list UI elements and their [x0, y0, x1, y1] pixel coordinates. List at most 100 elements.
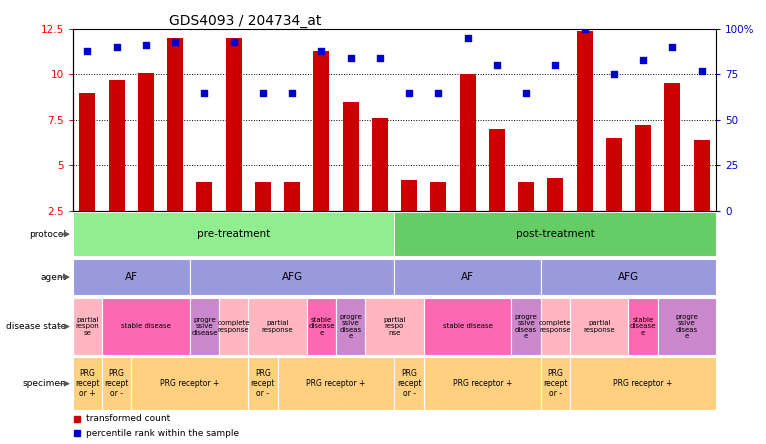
- Bar: [342, 102, 358, 211]
- Bar: [109, 80, 125, 211]
- Text: stable
disease
e: stable disease e: [630, 317, 656, 336]
- Bar: [102, 298, 190, 355]
- Point: [286, 89, 298, 96]
- Text: stable disease: stable disease: [121, 324, 171, 329]
- Bar: [664, 83, 680, 211]
- Bar: [167, 38, 183, 211]
- Text: agent: agent: [40, 273, 67, 281]
- Point: [374, 55, 386, 62]
- Bar: [460, 74, 476, 211]
- Text: pre-treatment: pre-treatment: [197, 229, 270, 239]
- Bar: [219, 298, 248, 355]
- Bar: [284, 182, 300, 211]
- Text: AF: AF: [125, 272, 138, 282]
- Text: PRG receptor +: PRG receptor +: [614, 379, 673, 388]
- Point: [198, 89, 211, 96]
- Point: [139, 42, 152, 49]
- Point: [549, 62, 561, 69]
- Point: [257, 89, 269, 96]
- Bar: [73, 212, 394, 256]
- Text: transformed count: transformed count: [86, 414, 170, 424]
- Point: [169, 38, 182, 45]
- Bar: [541, 357, 570, 410]
- Point: [637, 56, 650, 63]
- Bar: [196, 182, 212, 211]
- Text: stable
disease
e: stable disease e: [308, 317, 335, 336]
- Text: specimen: specimen: [22, 379, 67, 388]
- Text: progre
ssive
disease: progre ssive disease: [192, 317, 218, 336]
- Text: AFG: AFG: [282, 272, 303, 282]
- Bar: [248, 357, 277, 410]
- Text: disease state: disease state: [6, 322, 67, 331]
- Text: post-treatment: post-treatment: [516, 229, 594, 239]
- Text: percentile rank within the sample: percentile rank within the sample: [86, 429, 239, 438]
- Bar: [313, 51, 329, 211]
- Text: PRG
recept
or -: PRG recept or -: [104, 369, 129, 398]
- Bar: [518, 182, 534, 211]
- Point: [432, 89, 444, 96]
- Bar: [606, 138, 622, 211]
- Bar: [693, 140, 709, 211]
- Text: progre
ssive
diseas
e: progre ssive diseas e: [339, 314, 362, 339]
- Bar: [190, 298, 219, 355]
- Text: stable disease: stable disease: [443, 324, 493, 329]
- Point: [578, 25, 591, 32]
- Bar: [102, 357, 131, 410]
- Text: PRG receptor +: PRG receptor +: [306, 379, 365, 388]
- Text: PRG
recept
or -: PRG recept or -: [250, 369, 275, 398]
- Bar: [541, 298, 570, 355]
- Point: [403, 89, 415, 96]
- Bar: [424, 298, 512, 355]
- Bar: [277, 357, 394, 410]
- Point: [461, 34, 473, 41]
- Text: complete
response: complete response: [218, 320, 250, 333]
- Text: GDS4093 / 204734_at: GDS4093 / 204734_at: [169, 14, 322, 28]
- Text: PRG receptor +: PRG receptor +: [453, 379, 512, 388]
- Text: protocol: protocol: [29, 230, 67, 239]
- Bar: [401, 180, 417, 211]
- Text: PRG
recept
or -: PRG recept or -: [543, 369, 568, 398]
- Bar: [570, 298, 628, 355]
- Bar: [577, 31, 593, 211]
- Bar: [430, 182, 447, 211]
- Bar: [73, 259, 190, 295]
- Bar: [73, 298, 102, 355]
- Text: partial
response: partial response: [584, 320, 615, 333]
- Bar: [635, 125, 651, 211]
- Point: [607, 71, 620, 78]
- Bar: [225, 38, 241, 211]
- Point: [110, 44, 123, 51]
- Bar: [336, 298, 365, 355]
- Point: [666, 44, 679, 51]
- Text: AF: AF: [461, 272, 474, 282]
- Point: [228, 38, 240, 45]
- Text: PRG
recept
or +: PRG recept or +: [75, 369, 100, 398]
- Text: partial
response: partial response: [262, 320, 293, 333]
- Bar: [424, 357, 541, 410]
- Bar: [73, 357, 102, 410]
- Text: progre
ssive
diseas
e: progre ssive diseas e: [676, 314, 699, 339]
- Bar: [541, 259, 716, 295]
- Text: progre
ssive
diseas
e: progre ssive diseas e: [515, 314, 538, 339]
- Bar: [658, 298, 716, 355]
- Bar: [394, 259, 541, 295]
- Text: partial
respo
nse: partial respo nse: [383, 317, 406, 336]
- Bar: [547, 178, 564, 211]
- Bar: [489, 129, 505, 211]
- Text: PRG
recept
or -: PRG recept or -: [397, 369, 421, 398]
- Text: PRG receptor +: PRG receptor +: [160, 379, 219, 388]
- Text: AFG: AFG: [618, 272, 639, 282]
- Bar: [394, 212, 716, 256]
- Bar: [248, 298, 306, 355]
- Bar: [138, 72, 154, 211]
- Bar: [306, 298, 336, 355]
- Bar: [365, 298, 424, 355]
- Point: [81, 47, 93, 54]
- Point: [520, 89, 532, 96]
- Point: [316, 47, 328, 54]
- Bar: [190, 259, 394, 295]
- Bar: [628, 298, 658, 355]
- Bar: [394, 357, 424, 410]
- Point: [491, 62, 503, 69]
- Text: partial
respon
se: partial respon se: [76, 317, 100, 336]
